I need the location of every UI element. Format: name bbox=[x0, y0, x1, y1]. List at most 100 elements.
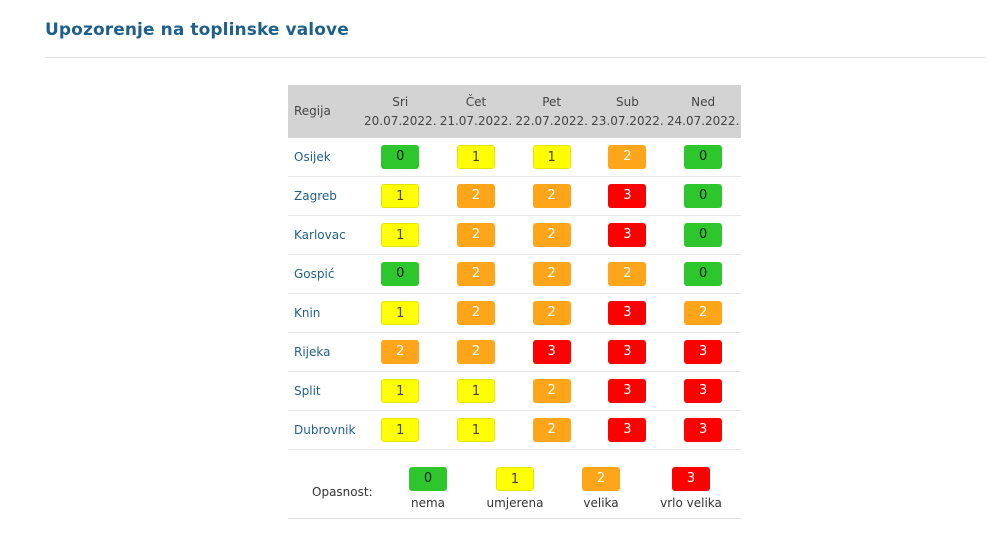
warning-level-badge: 2 bbox=[532, 418, 571, 442]
warning-cell: 3 bbox=[589, 371, 666, 411]
warning-cell: 3 bbox=[589, 176, 666, 216]
warning-level-badge: 2 bbox=[456, 301, 495, 325]
warning-cell: 1 bbox=[513, 138, 590, 177]
warning-cell: 0 bbox=[665, 176, 741, 216]
warning-level-badge: 1 bbox=[456, 379, 495, 403]
legend-text: velika bbox=[583, 496, 619, 510]
warning-level-badge: 1 bbox=[381, 418, 420, 442]
legend-badge: 0 bbox=[409, 467, 447, 491]
table-row: Karlovac 1 2 2 3 0 bbox=[288, 215, 741, 255]
region-link[interactable]: Zagreb bbox=[288, 176, 363, 216]
warning-level-badge: 2 bbox=[456, 340, 495, 364]
day-name: Ned bbox=[691, 94, 716, 109]
legend-text: nema bbox=[410, 496, 446, 510]
warning-level-badge: 0 bbox=[684, 145, 723, 169]
warning-cell: 3 bbox=[513, 332, 590, 372]
warning-level-badge: 2 bbox=[608, 262, 647, 286]
table-row: Split 1 1 2 3 3 bbox=[288, 371, 741, 411]
day-name: Sub bbox=[615, 94, 639, 109]
warning-cell: 2 bbox=[438, 176, 514, 216]
day-date: 24.07.2022. bbox=[666, 113, 740, 128]
table-row: Gospić 0 2 2 2 0 bbox=[288, 254, 741, 294]
day-column-header: Sub 23.07.2022. bbox=[589, 85, 666, 138]
warning-level-badge: 0 bbox=[684, 262, 723, 286]
warning-cell: 3 bbox=[589, 410, 666, 450]
warning-cell: 3 bbox=[665, 410, 741, 450]
region-link[interactable]: Osijek bbox=[288, 138, 363, 177]
day-column-header: Sri 20.07.2022. bbox=[362, 85, 439, 138]
warning-cell: 2 bbox=[665, 293, 741, 333]
day-column-header: Pet 22.07.2022. bbox=[513, 85, 590, 138]
warning-cell: 2 bbox=[438, 254, 514, 294]
warning-level-badge: 1 bbox=[532, 145, 571, 169]
page-title: Upozorenje na toplinske valove bbox=[45, 20, 349, 40]
warning-level-badge: 3 bbox=[684, 340, 723, 364]
table-row: Osijek 0 1 1 2 0 bbox=[288, 138, 741, 177]
warning-level-badge: 2 bbox=[532, 184, 571, 208]
warning-cell: 3 bbox=[665, 371, 741, 411]
legend-badge: 1 bbox=[496, 467, 534, 491]
warning-cell: 1 bbox=[438, 138, 514, 177]
warning-cell: 2 bbox=[513, 371, 590, 411]
warning-level-badge: 2 bbox=[456, 223, 495, 247]
warning-cell: 1 bbox=[362, 410, 439, 450]
warning-cell: 2 bbox=[513, 254, 590, 294]
region-link[interactable]: Karlovac bbox=[288, 215, 363, 255]
legend-text: umjerena bbox=[486, 496, 544, 510]
warning-cell: 2 bbox=[589, 138, 666, 177]
table-header-row: Regija Sri 20.07.2022. Čet 21.07.2022. P… bbox=[288, 85, 741, 138]
warning-level-badge: 0 bbox=[381, 262, 420, 286]
title-divider bbox=[45, 57, 985, 58]
warning-cell: 1 bbox=[362, 293, 439, 333]
warning-cell: 2 bbox=[513, 176, 590, 216]
legend-label: Opasnost: bbox=[312, 485, 373, 499]
region-link[interactable]: Knin bbox=[288, 293, 363, 333]
region-link[interactable]: Split bbox=[288, 371, 363, 411]
warning-level-badge: 2 bbox=[456, 262, 495, 286]
warning-cell: 1 bbox=[438, 371, 514, 411]
warning-cell: 1 bbox=[438, 410, 514, 450]
warning-level-badge: 1 bbox=[456, 145, 495, 169]
table-row: Rijeka 2 2 3 3 3 bbox=[288, 332, 741, 372]
region-link[interactable]: Gospić bbox=[288, 254, 363, 294]
legend-item: 3 vrlo velika bbox=[646, 467, 736, 510]
warning-level-badge: 3 bbox=[684, 379, 723, 403]
warning-cell: 1 bbox=[362, 371, 439, 411]
day-date: 20.07.2022. bbox=[363, 113, 437, 128]
warning-level-badge: 2 bbox=[532, 379, 571, 403]
warning-level-badge: 1 bbox=[381, 379, 420, 403]
legend-badge: 3 bbox=[672, 467, 710, 491]
warning-cell: 0 bbox=[362, 254, 439, 294]
warning-cell: 0 bbox=[665, 254, 741, 294]
warning-cell: 2 bbox=[438, 332, 514, 372]
warning-level-badge: 1 bbox=[381, 184, 420, 208]
warning-level-badge: 0 bbox=[381, 145, 420, 169]
warning-level-badge: 1 bbox=[381, 301, 420, 325]
warning-level-badge: 3 bbox=[684, 418, 723, 442]
day-name: Sri bbox=[392, 94, 409, 109]
warning-cell: 0 bbox=[362, 138, 439, 177]
warning-cell: 3 bbox=[589, 215, 666, 255]
table-row: Dubrovnik 1 1 2 3 3 bbox=[288, 410, 741, 450]
warning-cell: 3 bbox=[589, 293, 666, 333]
legend-item: 0 nema bbox=[383, 467, 473, 510]
legend-badge: 2 bbox=[582, 467, 620, 491]
warning-level-badge: 3 bbox=[608, 301, 647, 325]
warning-level-badge: 2 bbox=[532, 262, 571, 286]
region-link[interactable]: Dubrovnik bbox=[288, 410, 363, 450]
warning-level-badge: 1 bbox=[381, 223, 420, 247]
warning-level-badge: 2 bbox=[532, 301, 571, 325]
region-column-header: Regija bbox=[288, 85, 363, 138]
warning-level-badge: 3 bbox=[608, 379, 647, 403]
warning-cell: 2 bbox=[438, 293, 514, 333]
warning-level-badge: 3 bbox=[608, 418, 647, 442]
table-row: Zagreb 1 2 2 3 0 bbox=[288, 176, 741, 216]
warning-cell: 2 bbox=[438, 215, 514, 255]
legend-item: 1 umjerena bbox=[470, 467, 560, 510]
warning-cell: 2 bbox=[513, 215, 590, 255]
day-column-header: Ned 24.07.2022. bbox=[665, 85, 741, 138]
region-link[interactable]: Rijeka bbox=[288, 332, 363, 372]
warning-level-badge: 0 bbox=[684, 223, 723, 247]
warning-level-badge: 0 bbox=[684, 184, 723, 208]
warning-level-badge: 3 bbox=[608, 184, 647, 208]
